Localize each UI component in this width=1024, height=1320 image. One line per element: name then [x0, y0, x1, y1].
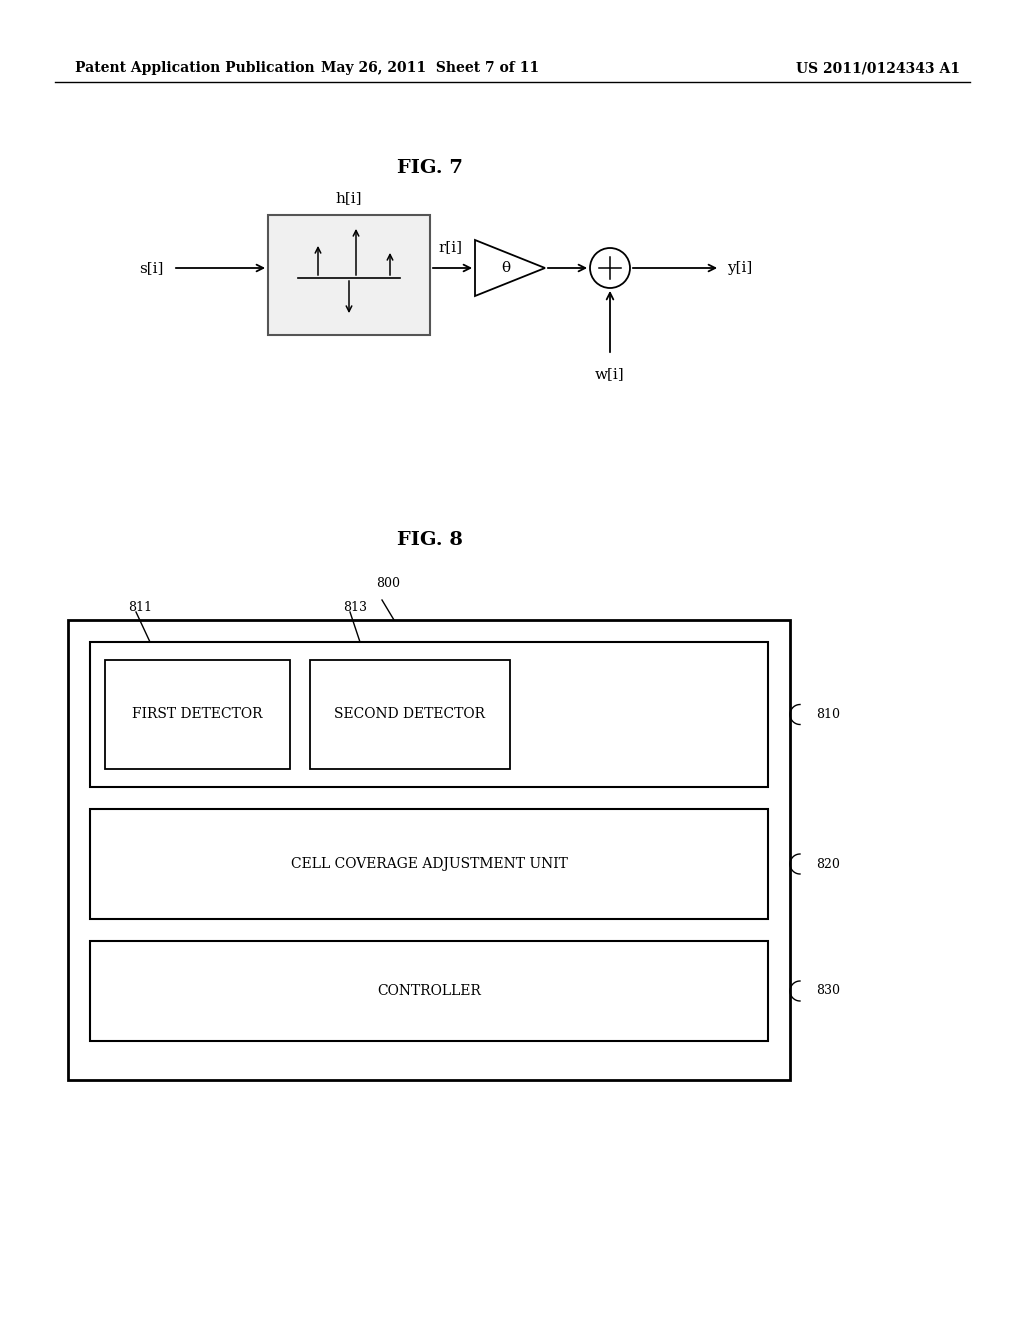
- Text: 830: 830: [816, 985, 840, 998]
- Bar: [310, 660, 510, 770]
- Text: CELL COVERAGE ADJUSTMENT UNIT: CELL COVERAGE ADJUSTMENT UNIT: [291, 857, 567, 871]
- Text: FIG. 8: FIG. 8: [397, 531, 463, 549]
- Text: FIG. 7: FIG. 7: [397, 158, 463, 177]
- Bar: [90, 642, 768, 787]
- Text: 813: 813: [343, 601, 367, 614]
- Text: FIRST DETECTOR: FIRST DETECTOR: [132, 708, 263, 722]
- Bar: [268, 215, 430, 335]
- Text: r[i]: r[i]: [438, 240, 462, 253]
- Text: h[i]: h[i]: [336, 191, 362, 205]
- Bar: [68, 620, 790, 1080]
- Text: SECOND DETECTOR: SECOND DETECTOR: [335, 708, 485, 722]
- Polygon shape: [475, 240, 545, 296]
- Text: y[i]: y[i]: [727, 261, 753, 275]
- Text: Patent Application Publication: Patent Application Publication: [75, 61, 314, 75]
- Text: May 26, 2011  Sheet 7 of 11: May 26, 2011 Sheet 7 of 11: [321, 61, 539, 75]
- Bar: [90, 809, 768, 919]
- Bar: [90, 941, 768, 1041]
- Text: 800: 800: [376, 577, 400, 590]
- Text: 820: 820: [816, 858, 840, 870]
- Bar: [105, 660, 290, 770]
- Text: w[i]: w[i]: [595, 367, 625, 381]
- Text: 810: 810: [816, 708, 840, 721]
- Text: US 2011/0124343 A1: US 2011/0124343 A1: [796, 61, 961, 75]
- Circle shape: [590, 248, 630, 288]
- Text: 811: 811: [128, 601, 152, 614]
- Text: CONTROLLER: CONTROLLER: [377, 983, 481, 998]
- Text: θ: θ: [502, 261, 511, 275]
- Text: s[i]: s[i]: [138, 261, 163, 275]
